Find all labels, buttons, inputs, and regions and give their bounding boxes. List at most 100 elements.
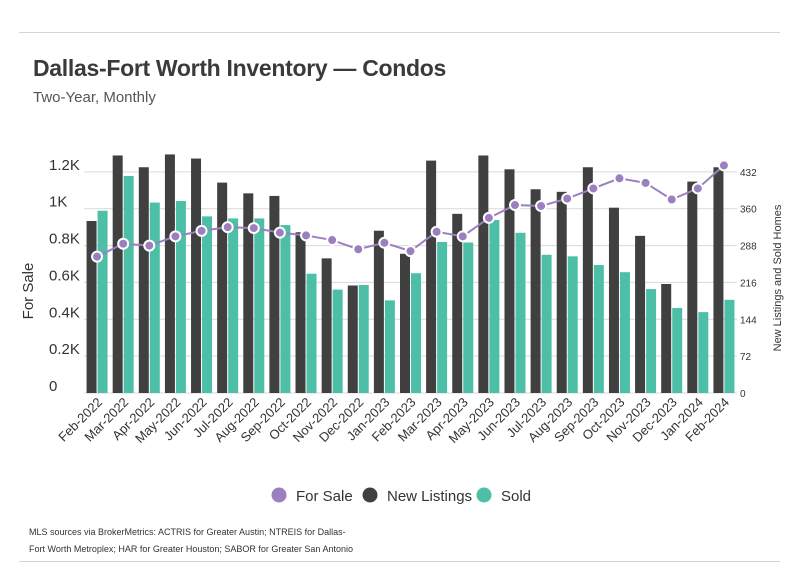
point-for-sale bbox=[717, 159, 730, 172]
chart-frame bbox=[19, 32, 780, 562]
point-for-sale bbox=[404, 245, 417, 258]
y2-tick-label: 0 bbox=[740, 389, 746, 400]
bar-new-listings bbox=[243, 193, 254, 393]
bar-new-listings bbox=[530, 189, 541, 393]
bar-new-listings bbox=[112, 155, 123, 393]
point-for-sale bbox=[300, 229, 313, 242]
bar-new-listings bbox=[191, 158, 202, 393]
legend-swatch bbox=[271, 487, 287, 503]
y-tick-label: 0.4K bbox=[49, 304, 80, 321]
bar-sold bbox=[593, 265, 604, 393]
bar-sold bbox=[149, 202, 160, 393]
bar-sold bbox=[619, 272, 630, 393]
bar-new-listings bbox=[295, 232, 306, 393]
y2-axis-title: New Listings and Sold Homes bbox=[772, 204, 784, 351]
point-for-sale bbox=[143, 239, 156, 252]
bar-sold bbox=[515, 232, 526, 393]
point-for-sale bbox=[430, 225, 443, 238]
bar-sold bbox=[97, 210, 108, 393]
bar-new-listings bbox=[321, 258, 332, 393]
bar-new-listings bbox=[582, 167, 593, 393]
point-for-sale bbox=[665, 193, 678, 206]
y-axis-title: For Sale bbox=[20, 263, 37, 320]
chart-subtitle: Two-Year, Monthly bbox=[33, 89, 156, 106]
bar-sold bbox=[567, 256, 578, 393]
bar-new-listings bbox=[269, 195, 280, 393]
legend-label: Sold bbox=[501, 488, 531, 505]
bar-sold bbox=[698, 312, 709, 393]
bar-sold bbox=[384, 300, 395, 393]
point-for-sale bbox=[535, 199, 548, 212]
y2-tick-label: 144 bbox=[740, 315, 757, 326]
bar-sold bbox=[463, 242, 474, 393]
point-for-sale bbox=[639, 176, 652, 189]
point-for-sale bbox=[613, 172, 626, 185]
bar-new-listings bbox=[400, 253, 410, 393]
bar-new-listings bbox=[661, 283, 672, 393]
bar-sold bbox=[228, 218, 239, 393]
point-for-sale bbox=[456, 230, 469, 243]
y2-tick-label: 360 bbox=[740, 205, 757, 216]
bar-sold bbox=[202, 216, 213, 393]
legend-label: For Sale bbox=[296, 488, 353, 505]
point-for-sale bbox=[273, 226, 286, 239]
bar-sold bbox=[489, 219, 500, 393]
point-for-sale bbox=[326, 234, 339, 247]
bar-new-listings bbox=[347, 285, 358, 393]
bar-new-listings bbox=[478, 155, 489, 393]
bar-sold bbox=[541, 254, 552, 393]
source-note: MLS sources via BrokerMetrics: ACTRIS fo… bbox=[29, 527, 353, 554]
bar-sold bbox=[724, 299, 735, 393]
y-tick-label: 0.8K bbox=[49, 231, 80, 248]
bar-sold bbox=[358, 284, 369, 393]
bar-sold bbox=[254, 218, 265, 393]
bar-new-listings bbox=[452, 213, 463, 393]
chart-title: Dallas-Fort Worth Inventory — Condos bbox=[33, 55, 447, 81]
y2-tick-label: 216 bbox=[740, 278, 757, 289]
bar-sold bbox=[123, 175, 134, 393]
bar-new-listings bbox=[713, 167, 724, 393]
point-for-sale bbox=[378, 236, 391, 249]
point-for-sale bbox=[587, 182, 600, 195]
bar-sold bbox=[672, 308, 683, 393]
bar-sold bbox=[306, 273, 317, 393]
point-for-sale bbox=[352, 243, 365, 256]
point-for-sale bbox=[91, 250, 104, 263]
y2-tick-label: 432 bbox=[740, 168, 757, 179]
bar-new-listings bbox=[504, 169, 515, 393]
legend-label: New Listings bbox=[387, 488, 472, 505]
bar-new-listings bbox=[86, 221, 97, 393]
bar-sold bbox=[175, 201, 186, 393]
bar-new-listings bbox=[635, 235, 646, 393]
y-tick-label: 1.2K bbox=[49, 157, 80, 174]
point-for-sale bbox=[117, 237, 130, 250]
bar-new-listings bbox=[217, 182, 228, 393]
y-tick-label: 0.6K bbox=[49, 267, 80, 284]
bar-new-listings bbox=[164, 154, 175, 393]
legend-swatch bbox=[476, 487, 492, 503]
point-for-sale bbox=[247, 222, 260, 235]
point-for-sale bbox=[482, 211, 495, 224]
bar-new-listings bbox=[373, 230, 384, 393]
y-tick-label: 0.2K bbox=[49, 341, 80, 358]
point-for-sale bbox=[169, 230, 182, 243]
bar-sold bbox=[411, 273, 421, 393]
bar-new-listings bbox=[556, 191, 567, 393]
point-for-sale bbox=[508, 199, 521, 212]
bar-new-listings bbox=[608, 207, 619, 393]
legend-swatch bbox=[362, 487, 378, 503]
point-for-sale bbox=[691, 182, 704, 195]
point-for-sale bbox=[195, 224, 208, 237]
bar-new-listings bbox=[687, 181, 698, 393]
bar-sold bbox=[280, 225, 291, 393]
y-tick-label: 1K bbox=[49, 194, 67, 211]
bar-sold bbox=[332, 289, 343, 393]
bar-sold bbox=[646, 289, 657, 393]
bar-new-listings bbox=[426, 160, 437, 393]
y2-tick-label: 288 bbox=[740, 242, 757, 253]
point-for-sale bbox=[221, 221, 234, 234]
bar-new-listings bbox=[138, 167, 149, 393]
y2-tick-label: 72 bbox=[740, 352, 752, 363]
point-for-sale bbox=[561, 192, 574, 205]
